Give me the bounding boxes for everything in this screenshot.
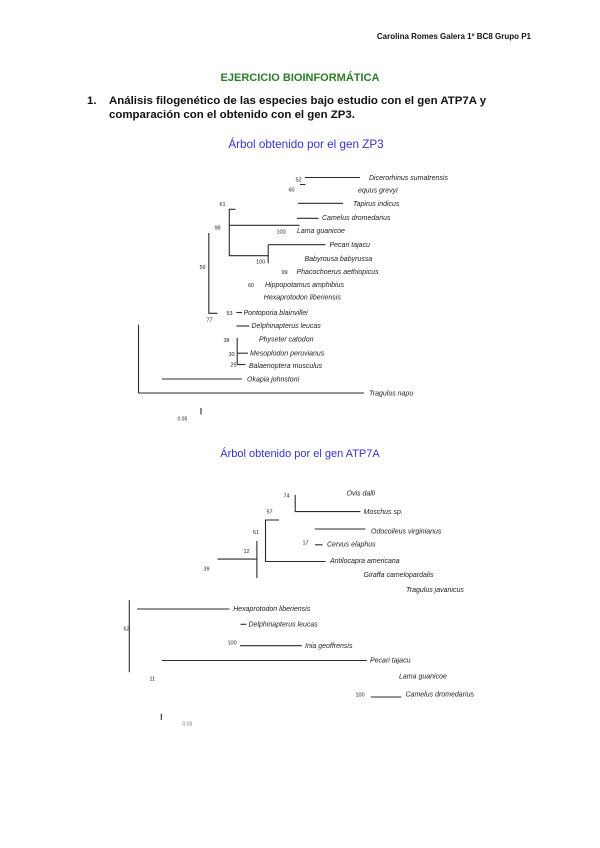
svg-text:Tragulus napu: Tragulus napu	[369, 390, 413, 397]
svg-text:100: 100	[228, 641, 237, 647]
svg-text:12: 12	[244, 549, 250, 555]
svg-text:Cervus elaphus: Cervus elaphus	[327, 542, 376, 549]
svg-text:100: 100	[277, 230, 286, 236]
svg-text:0.05: 0.05	[178, 417, 188, 423]
svg-text:Pontoporia blainvillei: Pontoporia blainvillei	[244, 310, 309, 317]
svg-text:52: 52	[296, 178, 302, 184]
svg-text:Inia geoffrensis: Inia geoffrensis	[305, 643, 353, 650]
svg-text:Tapirus indicus: Tapirus indicus	[353, 201, 400, 208]
svg-text:Camelus dromedarius: Camelus dromedarius	[322, 215, 391, 222]
svg-text:Okapia johnstoni: Okapia johnstoni	[247, 377, 300, 384]
svg-text:Pecari tajacu: Pecari tajacu	[330, 242, 371, 249]
svg-text:Physeter catodon: Physeter catodon	[259, 337, 314, 344]
svg-text:99: 99	[282, 270, 288, 276]
svg-text:Mesoplodon peruvianus: Mesoplodon peruvianus	[250, 351, 325, 358]
svg-text:62: 62	[124, 627, 130, 633]
svg-text:74: 74	[284, 494, 290, 500]
svg-text:Lama guanicoe: Lama guanicoe	[297, 228, 345, 235]
svg-text:53: 53	[227, 311, 233, 317]
svg-text:61: 61	[220, 202, 226, 208]
svg-text:Phacochoerus aethiopicus: Phacochoerus aethiopicus	[297, 269, 380, 276]
svg-text:98: 98	[215, 226, 221, 232]
svg-text:Odocoileus virginianus: Odocoileus virginianus	[371, 528, 442, 535]
svg-text:11: 11	[150, 677, 156, 683]
svg-text:25: 25	[231, 363, 237, 369]
svg-text:Ovis dalli: Ovis dalli	[347, 491, 376, 498]
svg-text:Giraffa camelopardalis: Giraffa camelopardalis	[364, 572, 435, 579]
svg-text:61: 61	[253, 530, 259, 536]
svg-text:0.05: 0.05	[183, 722, 193, 728]
svg-text:Babyrousa babyrussa: Babyrousa babyrussa	[305, 256, 373, 263]
svg-text:57: 57	[267, 510, 273, 516]
svg-text:17: 17	[303, 541, 309, 547]
svg-text:Hippopotamus amphibius: Hippopotamus amphibius	[265, 282, 344, 289]
svg-text:100: 100	[256, 260, 265, 266]
svg-text:Moschus sp.: Moschus sp.	[364, 509, 403, 516]
svg-text:59: 59	[200, 265, 206, 271]
svg-text:Balaenoptera musculus: Balaenoptera musculus	[249, 363, 323, 370]
svg-text:100: 100	[356, 693, 365, 699]
svg-text:38: 38	[224, 338, 230, 344]
svg-text:Antilocapra americana: Antilocapra americana	[329, 558, 400, 565]
svg-text:Delphinapterus leucas: Delphinapterus leucas	[252, 323, 322, 330]
svg-text:Pecari tajacu: Pecari tajacu	[370, 658, 411, 665]
svg-text:Hexaprotodon liberiensis: Hexaprotodon liberiensis	[233, 606, 311, 613]
svg-text:60: 60	[289, 188, 295, 194]
svg-text:Lama guanicoe: Lama guanicoe	[399, 674, 447, 681]
svg-text:equus grevyi: equus grevyi	[358, 188, 398, 195]
svg-text:Delphinapterus leucas: Delphinapterus leucas	[249, 622, 319, 629]
svg-text:77: 77	[207, 318, 213, 324]
svg-text:39: 39	[204, 567, 210, 573]
svg-text:30: 30	[229, 352, 235, 358]
svg-text:Dicerorhinus sumatrensis: Dicerorhinus sumatrensis	[369, 175, 448, 182]
svg-text:Tragulus javanicus: Tragulus javanicus	[406, 587, 464, 594]
svg-text:Hexaprotodon liberiensis: Hexaprotodon liberiensis	[264, 295, 342, 302]
svg-text:Camelus dromedarius: Camelus dromedarius	[406, 692, 475, 699]
svg-text:60: 60	[248, 283, 254, 289]
